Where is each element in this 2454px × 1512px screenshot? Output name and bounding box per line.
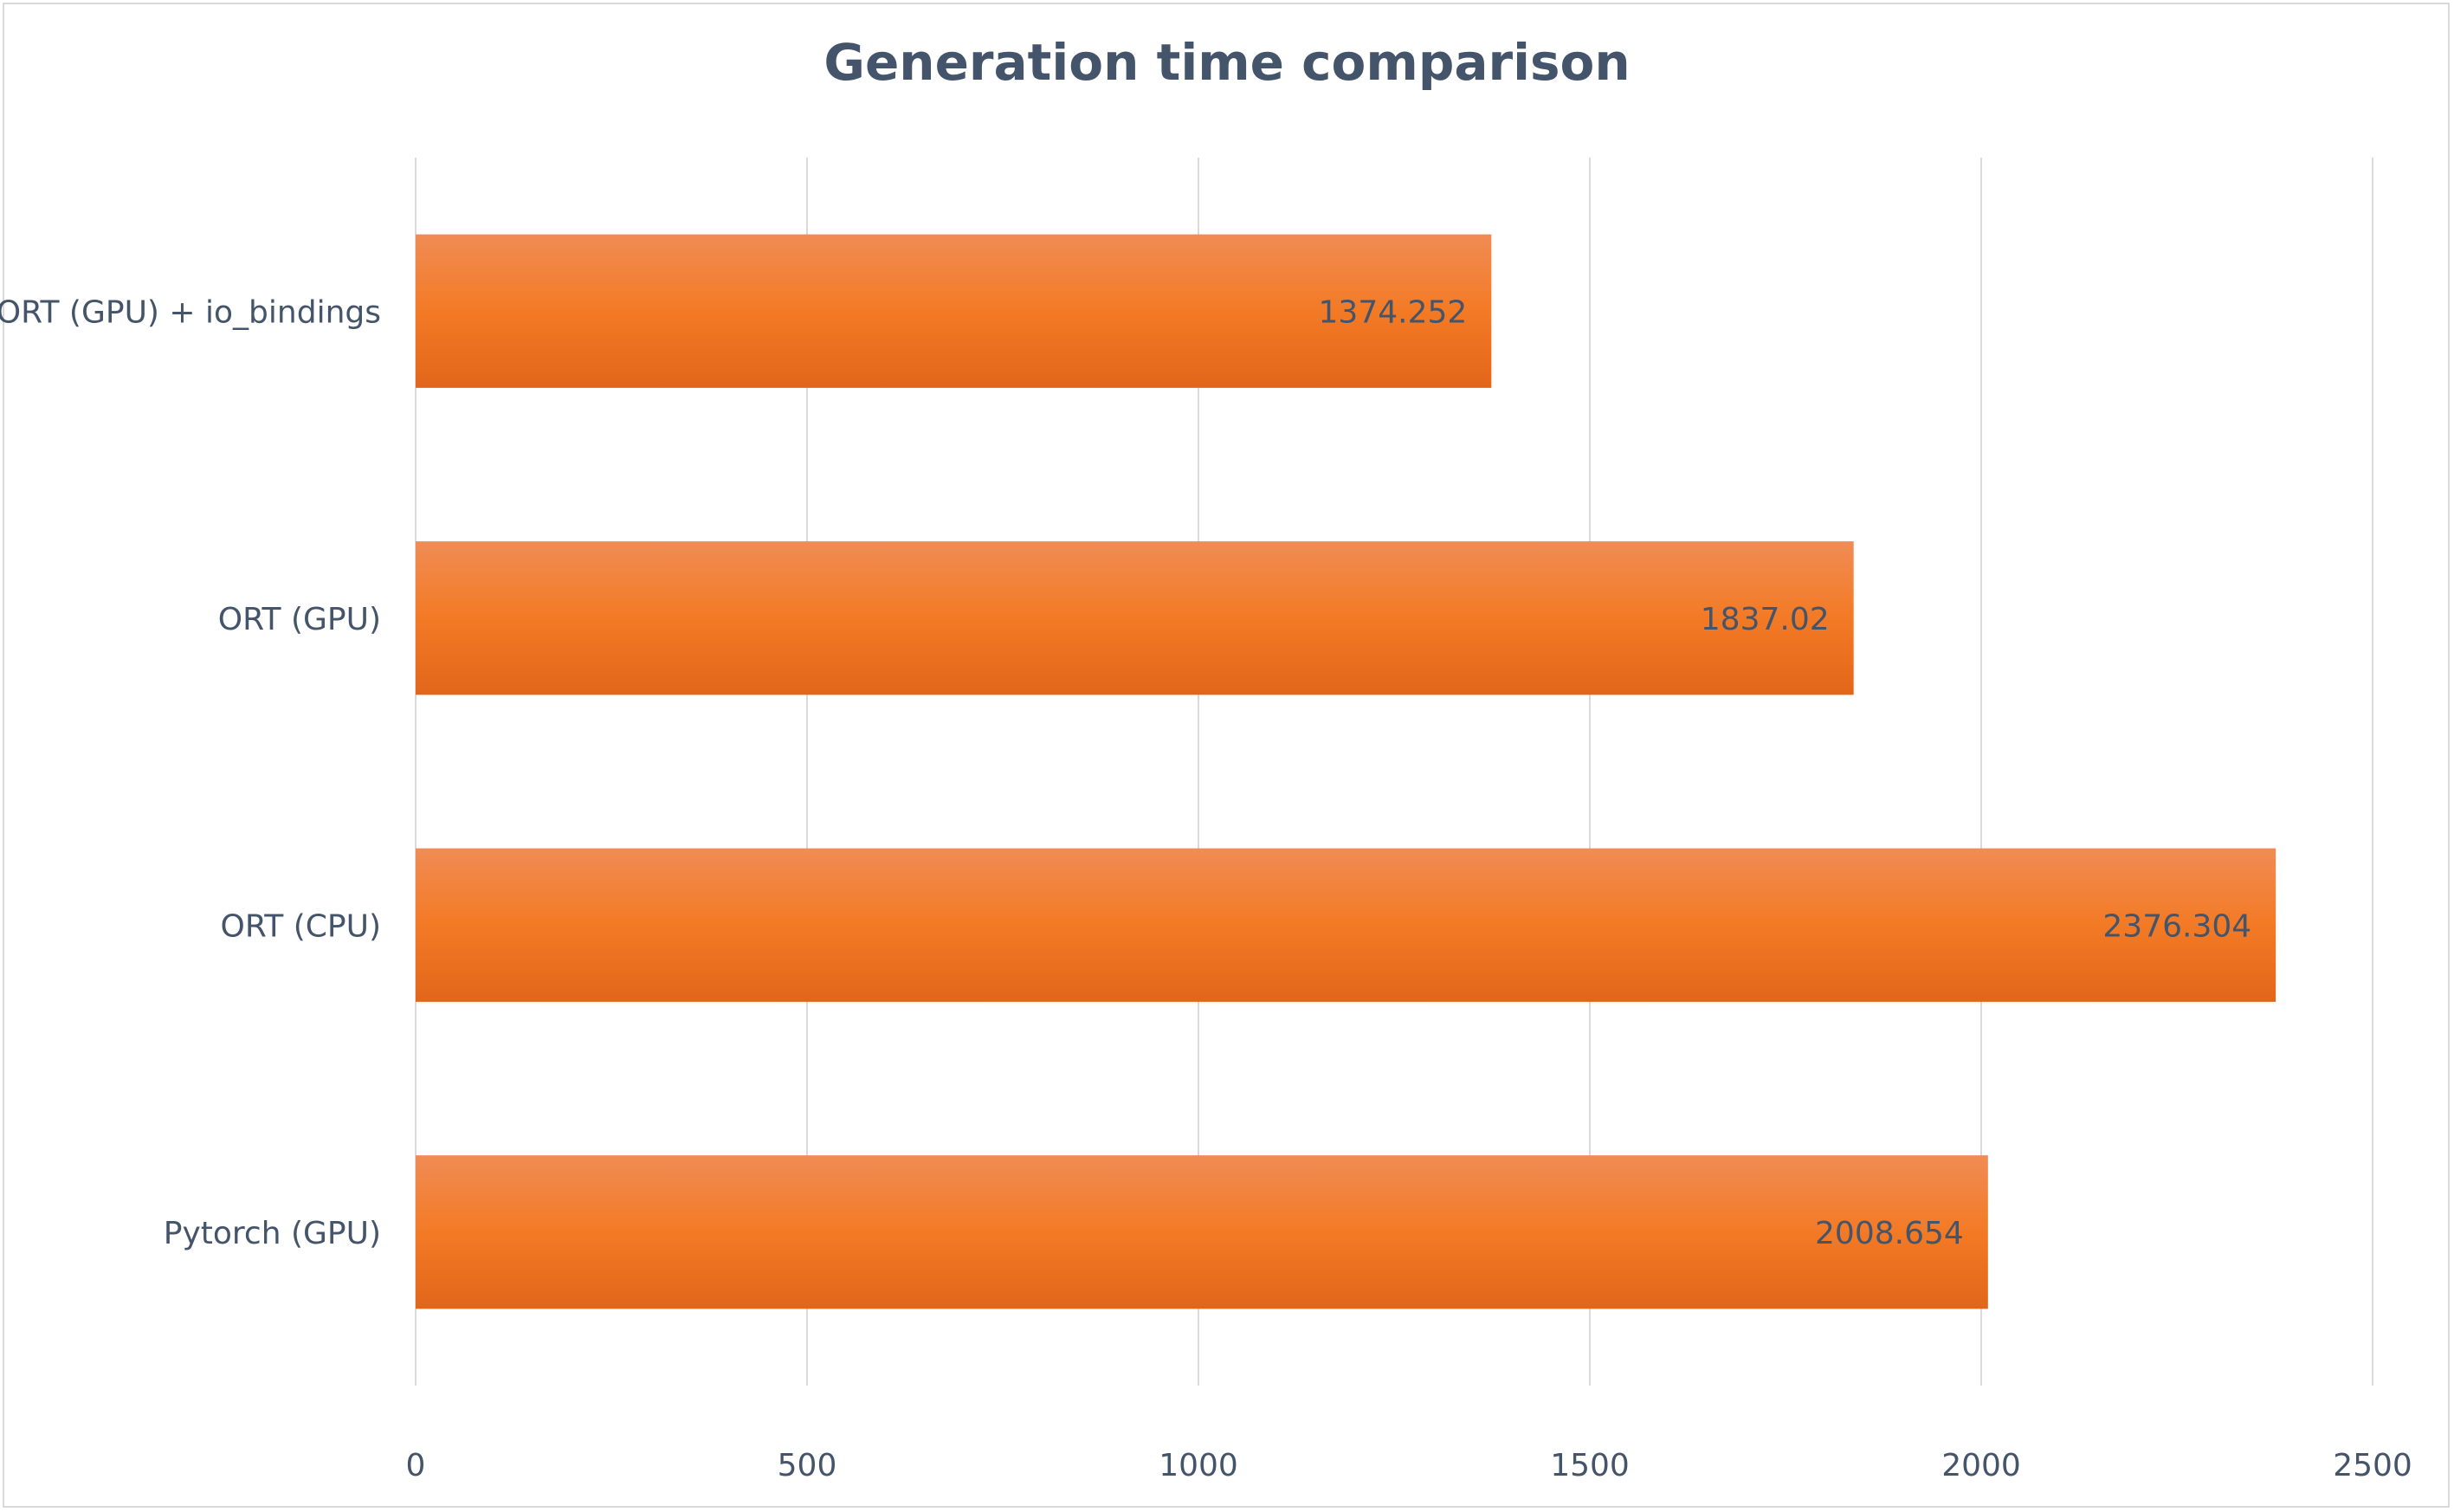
data-label: 2376.304 (2102, 908, 2251, 944)
category-label: ORT (GPU) (218, 602, 381, 637)
bar (416, 848, 2276, 1002)
bar (416, 1155, 1988, 1309)
category-label: Pytorch (GPU) (164, 1216, 381, 1251)
x-tick-label: 500 (778, 1448, 837, 1483)
bars (416, 234, 2276, 1309)
data-label: 1374.252 (1319, 294, 1468, 330)
x-tick-label: 2000 (1941, 1448, 2021, 1483)
data-label: 2008.654 (1815, 1216, 1964, 1251)
labels: 0 500 1000 1500 2000 2500 1374.252 ORT (GPU) + … (0, 294, 2412, 1483)
chart-title: Generation time comparison (823, 33, 1631, 92)
x-tick-label: 1500 (1550, 1448, 1630, 1483)
x-tick-label: 1000 (1159, 1448, 1238, 1483)
data-label: 1837.02 (1701, 602, 1830, 637)
x-tick-label: 0 (406, 1448, 426, 1483)
category-label: ORT (GPU) + io_bindings (0, 294, 381, 330)
bar (416, 234, 1492, 388)
category-label: ORT (CPU) (221, 908, 381, 944)
bar (416, 541, 1854, 695)
x-tick-label: 2500 (2333, 1448, 2412, 1483)
